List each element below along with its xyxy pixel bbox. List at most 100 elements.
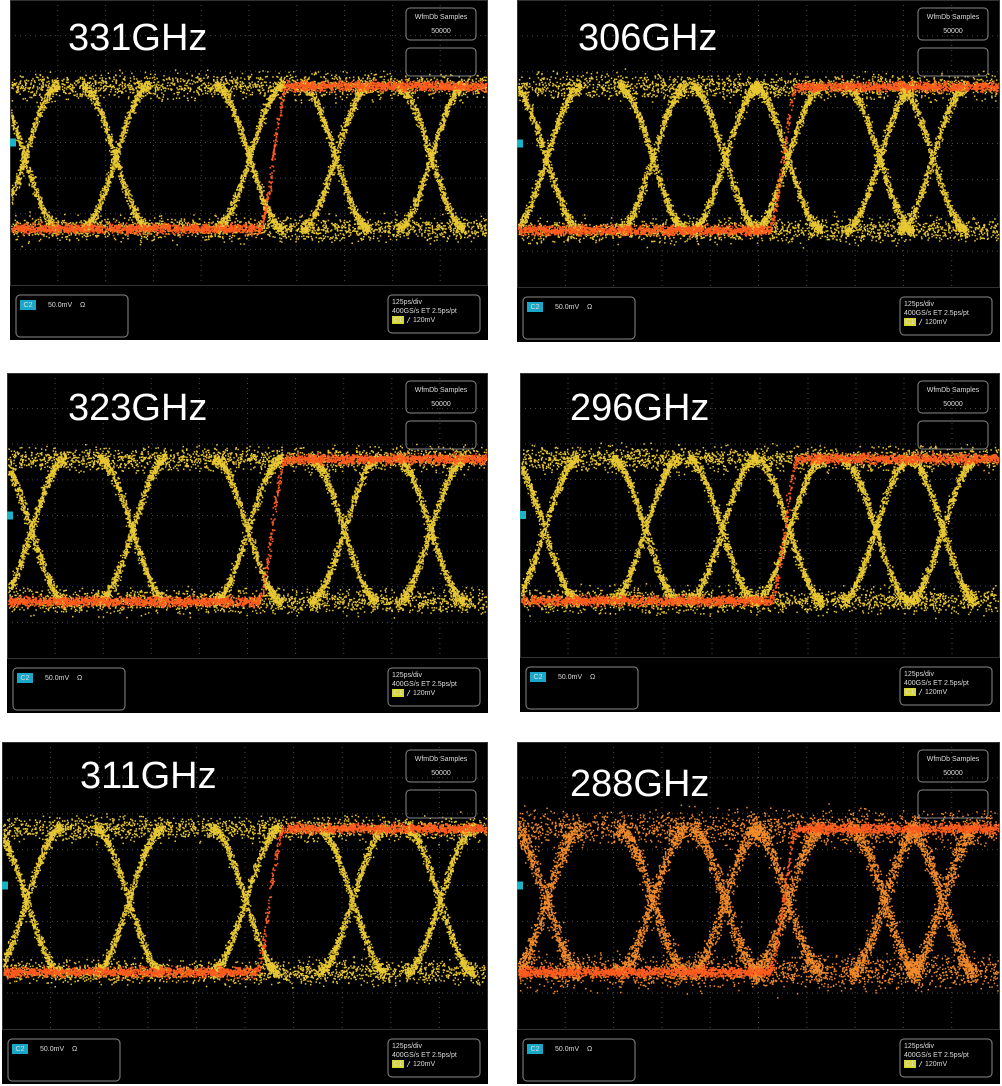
trigger-badge (392, 316, 404, 324)
samples-title: WfmDb Samples (927, 756, 980, 763)
channel-badge (527, 302, 543, 312)
trigger-slope (406, 1060, 411, 1068)
samples-title: WfmDb Samples (415, 756, 468, 763)
empty-box (917, 420, 989, 450)
scope-panel: WfmDb Samples 50000 C2 50.0mV Ω 125ps/div 400G… (2, 742, 488, 1084)
timebase: 125ps/div (392, 299, 422, 306)
eye-crossing-trace (8, 450, 468, 611)
timebase-box (899, 1038, 993, 1078)
samples-box (405, 7, 477, 41)
sample-rate: 400GS/s ET 2.5ps/pt (392, 681, 457, 688)
empty-box (917, 789, 989, 819)
trigger-badge (392, 1060, 404, 1068)
channel-scale: 50.0mV (558, 674, 582, 681)
eye-crossing-trace (518, 813, 982, 985)
channel-marker (517, 139, 523, 148)
channel-box (522, 296, 636, 340)
scope-panel: WfmDb Samples 50000 C2 50.0mV Ω 125ps/div 400G… (517, 742, 1000, 1084)
samples-box (405, 749, 477, 783)
channel-name: C2 (531, 304, 540, 311)
scope-panel: WfmDb Samples 50000 C2 50.0mV Ω 125ps/div 400G… (520, 373, 1000, 712)
channel-box (7, 1038, 121, 1082)
eye-crossing-trace (521, 450, 980, 611)
channel-marker (517, 881, 523, 890)
channel-impedance: Ω (587, 1046, 592, 1053)
samples-box (917, 380, 989, 414)
timebase-box (899, 296, 993, 336)
timebase: 125ps/div (392, 1043, 422, 1050)
samples-value: 50000 (431, 770, 451, 777)
samples-title: WfmDb Samples (927, 387, 980, 394)
trigger-slope (406, 316, 411, 324)
channel-badge (12, 1044, 28, 1054)
channel-impedance: Ω (72, 1046, 77, 1053)
timebase-box (387, 294, 481, 334)
timebase-box (387, 667, 481, 707)
scope-panel: WfmDb Samples 50000 C2 50.0mV Ω 125ps/div 400G… (10, 0, 488, 340)
trigger-slope (918, 1060, 923, 1068)
samples-value: 50000 (943, 28, 963, 35)
frequency-label: 306GHz (578, 17, 717, 59)
trigger-badge (904, 688, 916, 696)
trigger-badge (904, 318, 916, 326)
timebase: 125ps/div (904, 1043, 934, 1050)
trigger-channel: C1 (394, 690, 403, 697)
trigger-channel: C1 (394, 1061, 403, 1068)
empty-box (405, 420, 477, 450)
samples-box (405, 380, 477, 414)
samples-title: WfmDb Samples (415, 387, 468, 394)
frequency-label: 323GHz (68, 387, 207, 429)
frequency-label: 311GHz (80, 755, 217, 797)
channel-scale: 50.0mV (40, 1046, 64, 1053)
empty-box (405, 47, 477, 77)
trigger-level: 120mV (925, 689, 948, 696)
channel-scale: 50.0mV (555, 304, 579, 311)
channel-name: C2 (24, 302, 33, 309)
channel-box (12, 667, 126, 711)
channel-impedance: Ω (590, 674, 595, 681)
scope-background (520, 373, 1000, 712)
channel-scale: 50.0mV (48, 302, 72, 309)
trigger-level: 120mV (413, 317, 436, 324)
samples-box (917, 749, 989, 783)
trigger-channel: C1 (394, 317, 403, 324)
channel-impedance: Ω (80, 302, 85, 309)
channel-box (525, 666, 639, 710)
empty-box (917, 47, 989, 77)
channel-marker (10, 138, 16, 147)
trigger-badge (904, 1060, 916, 1068)
channel-badge (20, 300, 36, 310)
timebase-box (899, 666, 993, 706)
channel-box (522, 1038, 636, 1082)
trigger-level: 120mV (925, 319, 948, 326)
timebase-box (387, 1038, 481, 1078)
channel-name: C2 (21, 675, 30, 682)
channel-impedance: Ω (587, 304, 592, 311)
sample-rate: 400GS/s ET 2.5ps/pt (904, 680, 969, 687)
trigger-channel: C1 (906, 1061, 915, 1068)
channel-marker (7, 511, 13, 520)
sample-rate: 400GS/s ET 2.5ps/pt (904, 1052, 969, 1059)
channel-badge (17, 673, 33, 683)
channel-marker (520, 511, 526, 519)
samples-value: 50000 (431, 401, 451, 408)
trigger-slope (406, 689, 411, 697)
sample-rate: 400GS/s ET 2.5ps/pt (904, 310, 969, 317)
trigger-level: 120mV (413, 1061, 436, 1068)
timebase: 125ps/div (392, 672, 422, 679)
samples-title: WfmDb Samples (415, 14, 468, 21)
timebase: 125ps/div (904, 671, 934, 678)
channel-scale: 50.0mV (45, 675, 69, 682)
trigger-slope (918, 688, 923, 696)
trigger-level: 120mV (413, 690, 436, 697)
channel-scale: 50.0mV (555, 1046, 579, 1053)
channel-badge (527, 1044, 543, 1054)
channel-marker (2, 881, 8, 890)
eye-level-trace (11, 69, 488, 248)
trigger-badge (392, 689, 404, 697)
trigger-channel: C1 (906, 319, 915, 326)
scope-panel: WfmDb Samples 50000 C2 50.0mV Ω 125ps/div 400G… (517, 0, 1000, 342)
channel-impedance: Ω (77, 675, 82, 682)
sample-rate: 400GS/s ET 2.5ps/pt (392, 1052, 457, 1059)
eye-crossing-trace (11, 76, 468, 238)
